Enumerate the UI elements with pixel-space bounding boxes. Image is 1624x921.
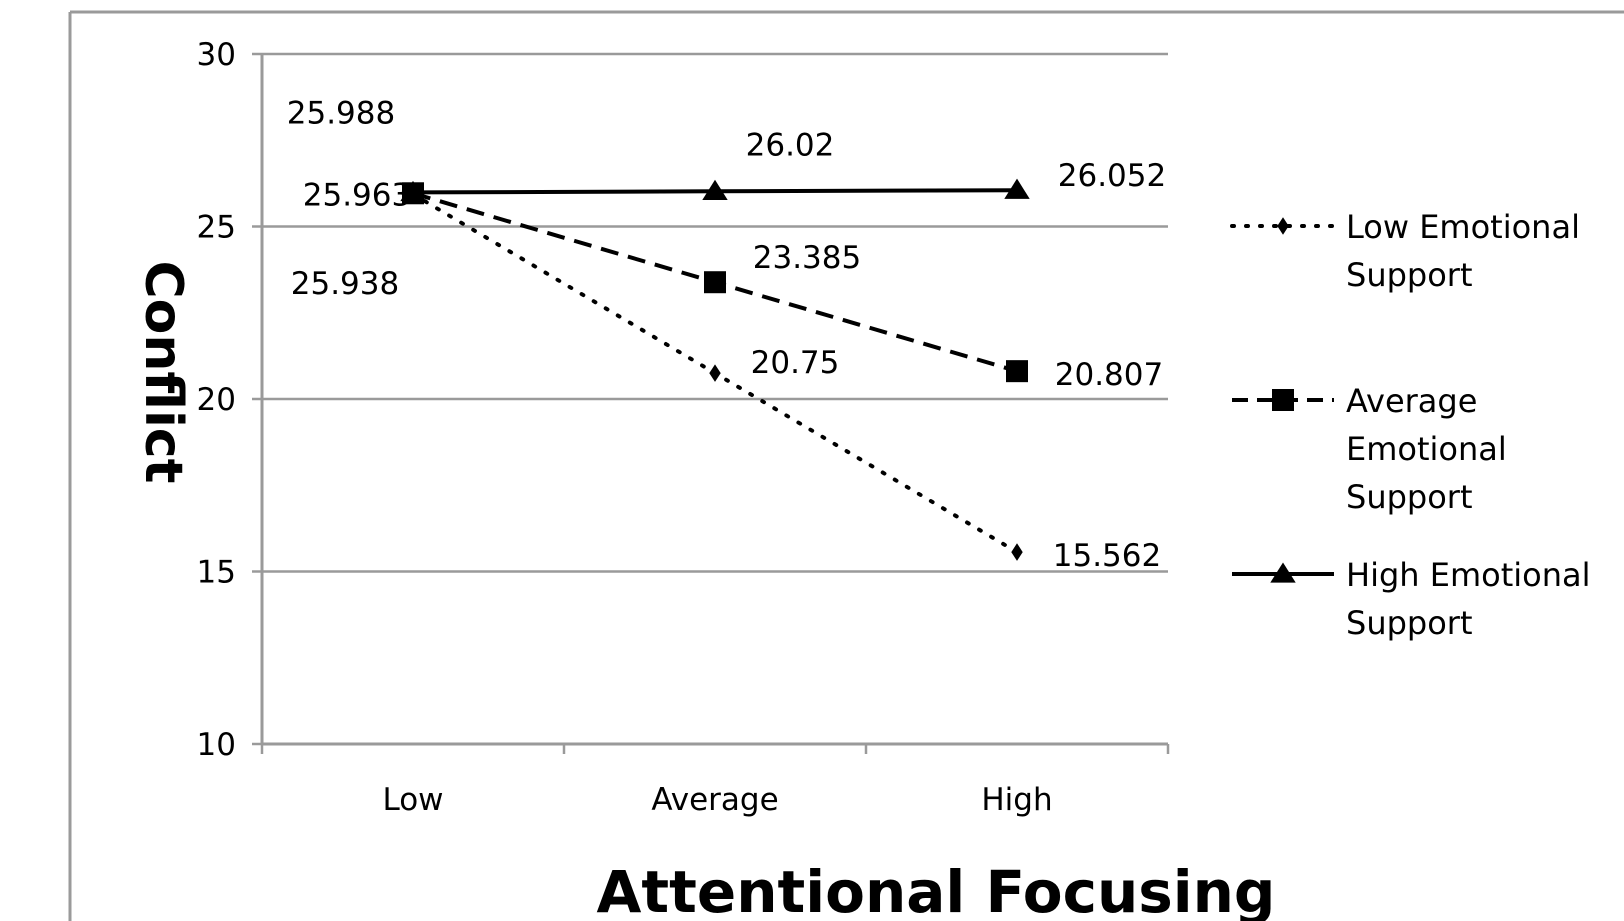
x-axis-title: Attentional Focusing (597, 858, 1276, 921)
series-1-point (709, 364, 721, 382)
x-tick-label: Average (651, 782, 778, 818)
y-tick-label: 20 (197, 382, 236, 418)
data-label: 20.75 (751, 345, 840, 381)
data-label: 23.385 (753, 240, 861, 276)
legend-label: Average (1346, 382, 1477, 420)
legend-label: Support (1346, 478, 1473, 516)
series-3-point (702, 179, 728, 200)
y-tick-label: 15 (197, 555, 236, 591)
legend-label: Low Emotional (1346, 208, 1580, 246)
y-tick-label: 30 (197, 37, 236, 73)
data-label: 15.562 (1053, 538, 1161, 574)
series-2-point (1006, 360, 1028, 383)
legend-label: Emotional (1346, 430, 1507, 468)
legend-label: Support (1346, 256, 1473, 294)
legend-label: High Emotional (1346, 556, 1590, 594)
data-label: 26.052 (1058, 158, 1166, 194)
data-label: 25.988 (287, 95, 395, 131)
plot-series (400, 178, 1030, 561)
series-1-point (1011, 543, 1023, 561)
x-tick-label: Low (382, 782, 443, 818)
series-2-point (704, 271, 726, 294)
y-tick-label: 10 (197, 727, 236, 763)
legend: Low Emotional Support Average Emotional Supp… (1230, 208, 1590, 642)
y-tick-label: 25 (197, 210, 236, 246)
data-label: 25.963 (303, 177, 411, 213)
legend-marker-2 (1272, 389, 1294, 411)
gridlines (262, 52, 1168, 573)
series-3-point (1004, 178, 1030, 199)
legend-marker-3 (1270, 562, 1296, 583)
y-axis-title: Conflict (133, 261, 193, 484)
x-tick-label: High (981, 782, 1052, 818)
data-labels: 25.938 20.75 15.562 25.963 23.385 20.807 25.98… (287, 95, 1166, 574)
axes: 10 15 20 25 30 Low Average High (197, 37, 1170, 818)
legend-marker-1 (1277, 217, 1289, 235)
data-label: 26.02 (746, 127, 835, 163)
legend-label: Support (1346, 604, 1473, 642)
series-3-point (400, 180, 426, 202)
data-label: 25.938 (291, 266, 399, 302)
data-label: 20.807 (1055, 357, 1163, 393)
